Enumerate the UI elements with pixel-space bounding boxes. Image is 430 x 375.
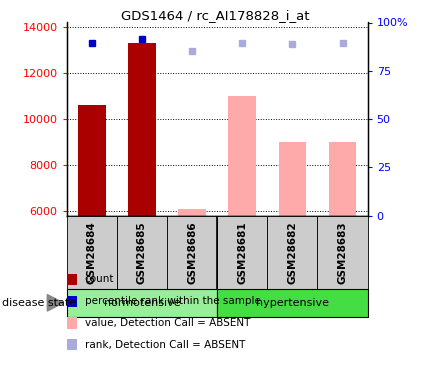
Bar <box>178 209 206 216</box>
Bar <box>217 289 368 317</box>
Text: GSM28681: GSM28681 <box>237 221 247 284</box>
Bar <box>167 216 217 289</box>
Bar <box>128 43 156 216</box>
Text: normotensive: normotensive <box>104 298 180 308</box>
Bar <box>329 142 356 216</box>
Text: rank, Detection Call = ABSENT: rank, Detection Call = ABSENT <box>85 340 245 350</box>
Text: GSM28686: GSM28686 <box>187 221 197 284</box>
Bar <box>117 216 167 289</box>
Bar <box>267 216 317 289</box>
Text: GDS1464 / rc_AI178828_i_at: GDS1464 / rc_AI178828_i_at <box>121 9 309 22</box>
Text: GSM28685: GSM28685 <box>137 221 147 284</box>
Text: count: count <box>85 274 114 284</box>
Bar <box>67 289 217 317</box>
Text: GSM28683: GSM28683 <box>338 221 347 284</box>
Text: hypertensive: hypertensive <box>256 298 329 308</box>
Text: GSM28682: GSM28682 <box>287 221 298 284</box>
Text: GSM28684: GSM28684 <box>87 221 97 284</box>
Text: percentile rank within the sample: percentile rank within the sample <box>85 296 261 306</box>
Bar <box>78 105 105 216</box>
Bar <box>217 216 267 289</box>
Bar <box>317 216 368 289</box>
Text: value, Detection Call = ABSENT: value, Detection Call = ABSENT <box>85 318 250 328</box>
Bar <box>67 216 117 289</box>
Bar <box>228 96 256 216</box>
Text: disease state: disease state <box>2 298 76 308</box>
Bar <box>279 142 306 216</box>
